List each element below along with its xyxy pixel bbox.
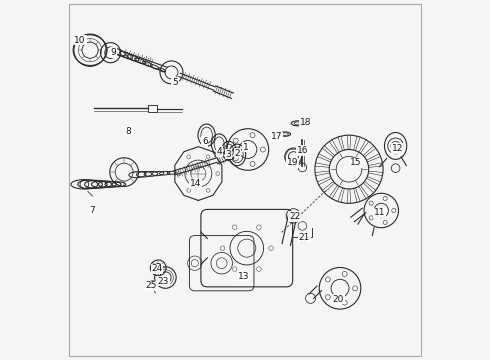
Text: 17: 17: [271, 132, 282, 141]
Text: 9: 9: [111, 48, 116, 57]
Text: 18: 18: [299, 118, 311, 127]
Text: 25: 25: [146, 281, 157, 290]
Text: 23: 23: [158, 276, 169, 285]
Text: 19: 19: [287, 158, 298, 167]
Text: 10: 10: [74, 36, 86, 45]
Text: 12: 12: [392, 144, 403, 153]
Text: 14: 14: [190, 179, 201, 188]
Text: 8: 8: [125, 127, 131, 136]
Text: 21: 21: [298, 233, 310, 242]
Text: 5: 5: [172, 78, 178, 87]
Text: 15: 15: [350, 158, 361, 167]
Text: 22: 22: [289, 212, 300, 221]
Text: 13: 13: [238, 271, 249, 280]
Text: 11: 11: [374, 208, 385, 217]
Text: 20: 20: [333, 294, 344, 303]
Text: 16: 16: [296, 146, 308, 155]
Text: 6: 6: [202, 137, 208, 146]
Text: 3: 3: [225, 150, 231, 159]
Text: 4: 4: [217, 147, 222, 156]
Text: 2: 2: [234, 149, 240, 158]
Text: 24: 24: [151, 265, 163, 274]
Bar: [148, 105, 157, 112]
Text: 7: 7: [90, 206, 96, 215]
Text: 1: 1: [243, 143, 248, 152]
